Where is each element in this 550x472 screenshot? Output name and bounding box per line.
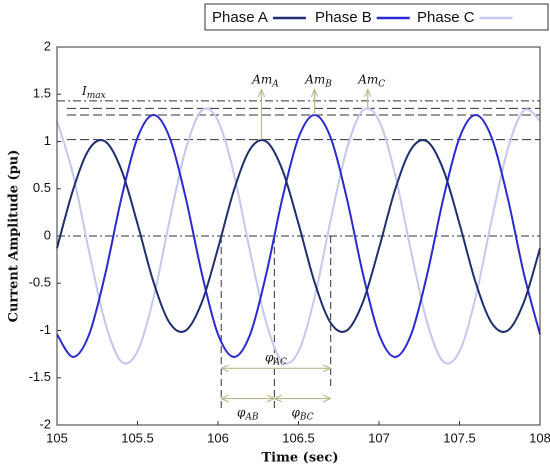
y-tick-label: 0	[44, 227, 51, 242]
phase-label: φAC	[265, 350, 287, 367]
x-tick-label: 107.5	[443, 430, 476, 445]
amplitude-label: AmA	[251, 72, 279, 89]
amplitude-sub: A	[271, 79, 279, 89]
imax-label: Imax	[81, 83, 106, 100]
amplitude-text: Am	[251, 72, 272, 86]
x-tick-label: 105	[46, 430, 68, 445]
phase-sub: AC	[272, 357, 286, 367]
x-tick-label: 107	[368, 430, 390, 445]
amplitude-sub: C	[378, 79, 385, 89]
phase-label: φBC	[291, 405, 313, 422]
phase-label: φAB	[237, 405, 259, 422]
x-tick-label: 106.5	[282, 430, 315, 445]
y-tick-label: -0.5	[29, 275, 51, 290]
phase-text: φ	[237, 405, 246, 419]
series-line	[56, 107, 541, 365]
phase-text: φ	[265, 350, 274, 364]
amplitude-text: Am	[304, 72, 325, 86]
legend-label: Phase C	[417, 9, 475, 26]
y-tick-label: -1.5	[29, 369, 51, 384]
legend-label: Phase B	[315, 9, 372, 26]
series-line	[56, 139, 541, 333]
y-tick-label: 1.5	[33, 86, 51, 101]
series-line	[56, 114, 541, 358]
y-tick-label: -2	[39, 416, 51, 431]
x-axis-label: Time (sec)	[262, 451, 339, 466]
amplitude-label: AmB	[304, 72, 332, 89]
imax-sub: max	[87, 90, 106, 100]
y-axis-label: Current Amplitude (pu)	[7, 150, 22, 323]
x-tick-label: 106	[207, 430, 229, 445]
imax-text: I	[81, 83, 87, 97]
phase-sub: AB	[244, 412, 258, 422]
phase-text: φ	[291, 405, 300, 419]
x-tick-label: 108	[529, 430, 550, 445]
phase-sub: BC	[299, 412, 314, 422]
y-tick-label: 2	[44, 38, 51, 53]
y-tick-label: 1	[44, 133, 51, 148]
amplitude-sub: B	[324, 79, 332, 89]
legend-label: Phase A	[212, 9, 268, 26]
plot-frame	[56, 46, 541, 426]
y-tick-label: -1	[39, 322, 51, 337]
y-tick-label: 0.5	[33, 180, 51, 195]
amplitude-label: AmC	[357, 72, 385, 89]
x-tick-label: 105.5	[121, 430, 154, 445]
amplitude-text: Am	[357, 72, 378, 86]
